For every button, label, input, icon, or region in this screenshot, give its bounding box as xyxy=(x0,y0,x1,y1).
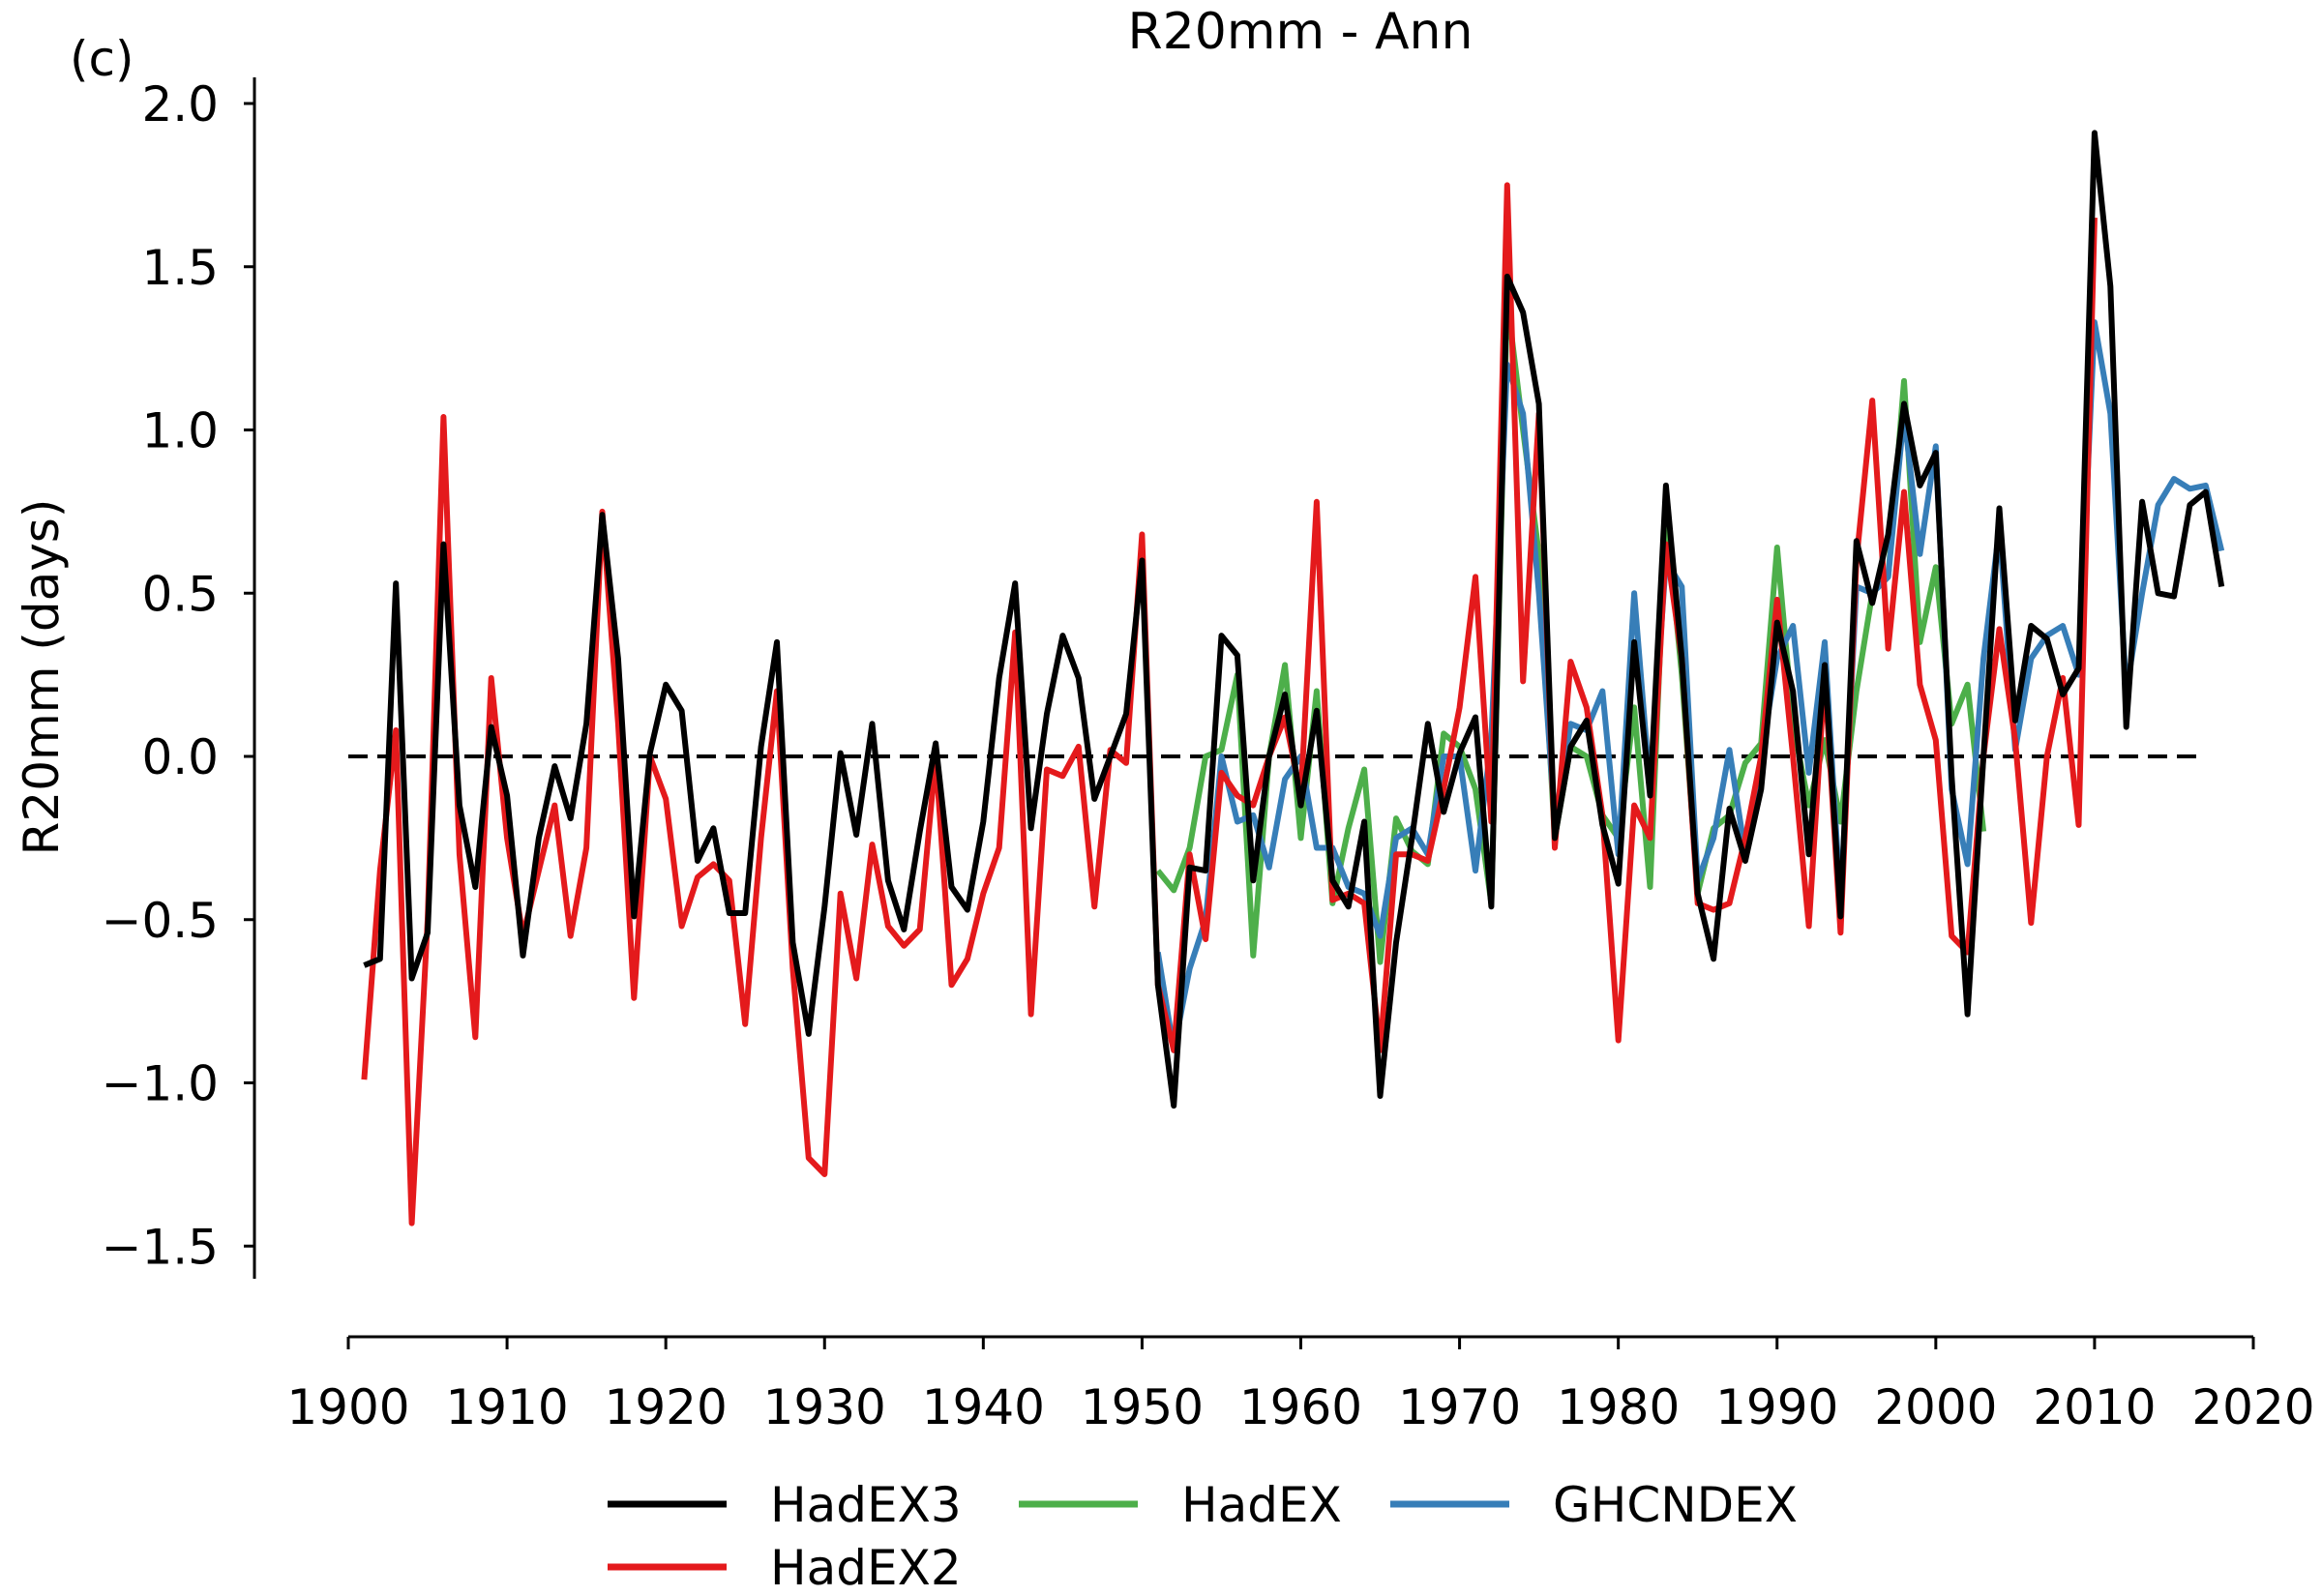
x-tick-label: 1920 xyxy=(605,1379,728,1435)
series-group xyxy=(361,130,2225,1227)
y-tick-label: −1.0 xyxy=(102,1056,219,1112)
x-tick-label: 1930 xyxy=(763,1379,886,1435)
x-tick-label: 1970 xyxy=(1398,1379,1521,1435)
x-tick-label: 2020 xyxy=(2191,1379,2314,1435)
x-tick-label: 1990 xyxy=(1715,1379,1838,1435)
y-tick-label: 1.0 xyxy=(141,403,219,459)
x-tick-label: 1910 xyxy=(445,1379,568,1435)
y-tick-label: −0.5 xyxy=(102,893,219,949)
y-axis-label: R20mm (days) xyxy=(14,499,70,856)
legend: HadEX3 HadEX GHCNDEX HadEX2 xyxy=(608,1477,1798,1596)
x-tick-label: 1940 xyxy=(922,1379,1045,1435)
legend-label: HadEX2 xyxy=(770,1540,962,1596)
y-tick-label: 1.5 xyxy=(141,240,219,296)
x-tick-label: 2000 xyxy=(1874,1379,1997,1435)
series-line-hadex3 xyxy=(363,130,2225,1109)
y-tick-label: 0.5 xyxy=(141,566,219,622)
x-tick-label: 1960 xyxy=(1239,1379,1362,1435)
legend-label: GHCNDEX xyxy=(1553,1477,1798,1533)
series-line-hadex2 xyxy=(361,182,2098,1227)
y-tick-label: 0.0 xyxy=(141,729,219,785)
legend-label: HadEX xyxy=(1181,1477,1342,1533)
x-ticks: 1900 1910 1920 1930 1940 1950 1960 1970 1980 1990… xyxy=(286,1337,2315,1435)
y-tick-label: 2.0 xyxy=(141,76,219,133)
series-line-hadex xyxy=(1155,296,1987,965)
x-tick-label: 1950 xyxy=(1081,1379,1204,1435)
chart-title: R20mm - Ann xyxy=(1128,3,1474,61)
x-tick-label: 1900 xyxy=(286,1379,409,1435)
legend-label: HadEX3 xyxy=(770,1477,962,1533)
y-ticks: −1.5 −1.0 −0.5 0.0 0.5 1.0 1.5 2.0 xyxy=(102,76,254,1275)
x-tick-label: 2010 xyxy=(2033,1379,2156,1435)
x-tick-label: 1980 xyxy=(1557,1379,1680,1435)
y-tick-label: −1.5 xyxy=(102,1219,219,1275)
panel-label: (c) xyxy=(70,31,134,87)
